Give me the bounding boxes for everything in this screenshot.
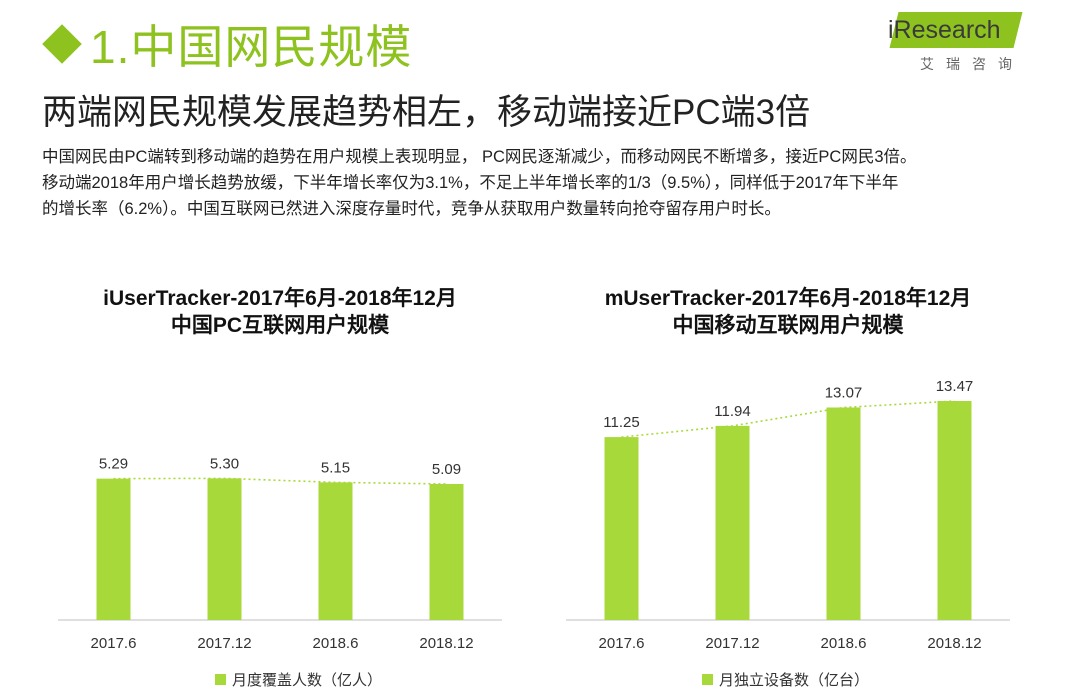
description: 中国网民由PC端转到移动端的趋势在用户规模上表现明显， PC网民逐渐减少，而移动… [42, 144, 1042, 222]
data-label: 13.47 [936, 378, 974, 395]
bar-2018.12 [937, 401, 972, 620]
bar-2018.6 [318, 482, 353, 620]
data-label: 13.07 [825, 385, 863, 402]
chart-plot: 11.25 2017.6 11.94 2017.12 13.07 2018.6 13.47 2… [566, 378, 1010, 652]
chart-title-line-2: 中国PC互联网用户规模 [170, 314, 390, 337]
trend-line [113, 477, 447, 485]
data-label: 5.30 [210, 455, 239, 472]
data-label: 5.09 [432, 461, 461, 478]
chart-title-line-1: iUserTracker-2017年6月-2018年12月 [103, 287, 457, 310]
description-line-3: 的增长率（6.2%）。中国互联网已然进入深度存量时代，竞争从获取用户数量转向抢夺… [42, 200, 781, 218]
chart-plot: 5.29 2017.6 5.30 2017.12 5.15 2018.6 5.09 2018.… [58, 455, 502, 652]
page-title: 1.中国网民规模 [90, 21, 413, 73]
chart-title-line-2: 中国移动互联网用户规模 [672, 314, 904, 337]
trend-line [621, 400, 955, 438]
header: 1.中国网民规模 [40, 14, 412, 74]
bar-2017.6 [604, 437, 639, 620]
data-label: 5.29 [99, 456, 128, 473]
x-tick-label: 2018.12 [419, 635, 473, 652]
data-label: 5.15 [321, 459, 350, 476]
x-tick-label: 2017.6 [91, 635, 137, 652]
legend-label: 月度覆盖人数（亿人） [232, 672, 383, 689]
x-tick-label: 2017.12 [705, 635, 759, 652]
bar-2017.6 [96, 478, 131, 620]
bar-2017.12 [207, 478, 242, 620]
data-label: 11.94 [714, 403, 750, 420]
chart-legend: 月独立设备数（亿台） [702, 669, 869, 690]
chart-title-line-1: mUserTracker-2017年6月-2018年12月 [604, 287, 972, 310]
pc-users-chart: iUserTracker-2017年6月-2018年12月 中国PC互联网用户规… [30, 285, 530, 695]
iresearch-logo: iResearch 艾瑞咨询 [880, 10, 1026, 76]
chart-legend: 月度覆盖人数（亿人） [215, 669, 382, 690]
description-line-2: 移动端2018年用户增长趋势放缓，下半年增长率仅为3.1%，不足上半年增长率的1… [42, 174, 899, 192]
x-tick-label: 2018.6 [313, 635, 359, 652]
page-subtitle: 两端网民规模发展趋势相左，移动端接近PC端3倍 [42, 93, 811, 132]
logo-sub-text: 艾瑞咨询 [920, 56, 1024, 72]
bar-2018.12 [429, 483, 464, 620]
x-tick-label: 2017.12 [197, 635, 251, 652]
logo-main-text: iResearch [888, 16, 1001, 44]
chart-title: mUserTracker-2017年6月-2018年12月 中国移动互联网用户规… [538, 285, 1038, 339]
x-tick-label: 2017.6 [599, 635, 645, 652]
legend-swatch [702, 674, 713, 685]
legend-swatch [215, 674, 226, 685]
data-label: 11.25 [603, 414, 639, 431]
description-line-1: 中国网民由PC端转到移动端的趋势在用户规模上表现明显， PC网民逐渐减少，而移动… [42, 148, 917, 166]
x-tick-label: 2018.12 [927, 635, 981, 652]
chart-title: iUserTracker-2017年6月-2018年12月 中国PC互联网用户规… [30, 285, 530, 339]
mobile-users-chart: mUserTracker-2017年6月-2018年12月 中国移动互联网用户规… [538, 285, 1038, 695]
diamond-icon [42, 24, 82, 64]
bar-2018.6 [826, 407, 861, 620]
legend-label: 月独立设备数（亿台） [719, 672, 870, 689]
bar-2017.12 [715, 425, 750, 620]
x-tick-label: 2018.6 [821, 635, 867, 652]
